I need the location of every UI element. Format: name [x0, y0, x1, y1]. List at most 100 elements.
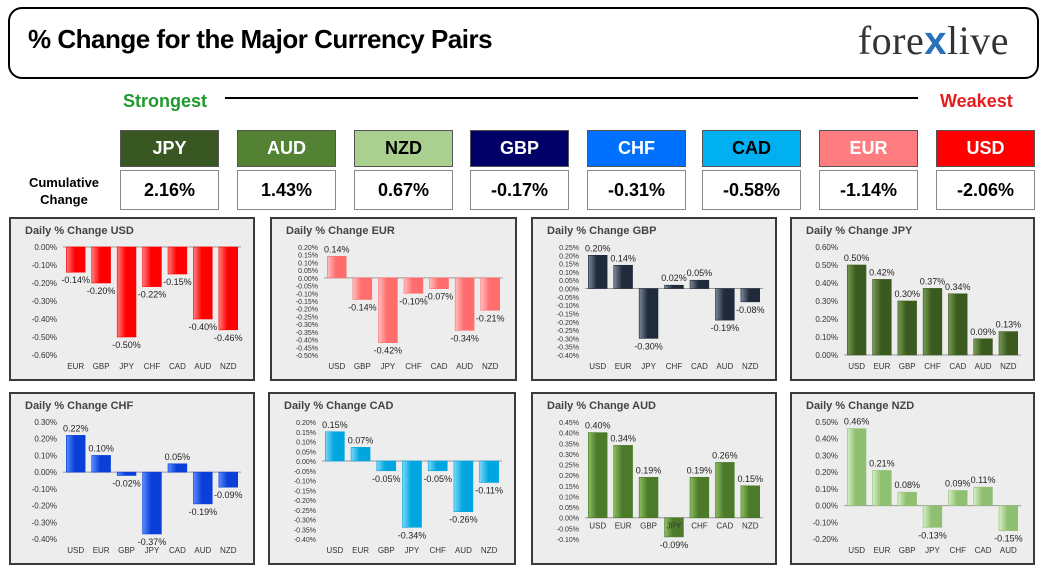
- y-tick-label: 0.30%: [559, 452, 579, 459]
- y-tick-label: -0.30%: [32, 518, 57, 527]
- x-tick-label: NZD: [482, 362, 499, 371]
- currency-cumulative-value: 0.67%: [354, 170, 453, 210]
- y-tick-label: -0.25%: [294, 508, 316, 515]
- y-tick-label: -0.30%: [32, 297, 57, 306]
- bar-chf: [948, 490, 968, 506]
- bar-chart: 0.25%0.20%0.15%0.10%0.05%0.00%-0.05%-0.1…: [557, 243, 765, 371]
- bar-chart: 0.20%0.15%0.10%0.05%0.00%-0.05%-0.10%-0.…: [296, 244, 505, 371]
- y-tick-label: -0.10%: [813, 518, 838, 527]
- y-tick-label: 0.10%: [298, 260, 318, 267]
- y-tick-label: 0.15%: [298, 253, 318, 260]
- data-label: 0.02%: [661, 273, 687, 283]
- bar-eur: [91, 455, 111, 473]
- data-label: -0.09%: [214, 490, 243, 500]
- currency-cumulative-value: -0.58%: [702, 170, 801, 210]
- data-label: -0.26%: [449, 515, 478, 525]
- y-tick-label: -0.20%: [32, 502, 57, 511]
- data-label: -0.37%: [138, 537, 167, 547]
- bar-eur: [66, 246, 86, 273]
- y-tick-label: -0.35%: [557, 345, 579, 352]
- y-tick-label: -0.05%: [557, 526, 579, 533]
- x-tick-label: CHF: [691, 522, 708, 531]
- data-label: -0.19%: [189, 507, 218, 517]
- bar-usd: [66, 435, 86, 473]
- y-tick-label: -0.30%: [296, 322, 318, 329]
- data-label: 0.30%: [894, 289, 920, 299]
- panel-title: Daily % Change GBP: [547, 225, 657, 237]
- panel-title: Daily % Change EUR: [286, 225, 395, 237]
- data-label: -0.09%: [660, 540, 689, 550]
- data-label: 0.19%: [687, 465, 713, 475]
- bar-cad: [715, 462, 735, 519]
- x-tick-label: CAD: [169, 546, 186, 555]
- bar-eur: [613, 445, 633, 519]
- bar-jpy: [638, 288, 659, 339]
- y-tick-label: -0.20%: [557, 320, 579, 327]
- currency-box-aud: AUD 1.43%: [237, 130, 336, 210]
- x-tick-label: GBP: [118, 546, 135, 555]
- x-tick-label: GBP: [899, 546, 916, 555]
- y-tick-label: 0.20%: [559, 253, 579, 260]
- x-tick-label: NZD: [1000, 362, 1017, 371]
- currency-box-eur: EUR -1.14%: [819, 130, 918, 210]
- bar-chf: [689, 477, 710, 519]
- x-tick-label: EUR: [615, 362, 632, 371]
- bar-gbp: [352, 277, 373, 300]
- bar-usd: [588, 255, 608, 289]
- bar-usd: [325, 431, 345, 462]
- y-tick-label: 0.05%: [559, 505, 579, 512]
- data-label: 0.15%: [322, 420, 348, 430]
- bar-gbp: [638, 477, 659, 519]
- x-tick-label: AUD: [456, 362, 473, 371]
- data-label: 0.34%: [610, 433, 636, 443]
- y-tick-label: 0.00%: [815, 351, 838, 360]
- x-tick-label: USD: [589, 522, 606, 531]
- y-tick-label: 0.15%: [559, 484, 579, 491]
- data-label: -0.22%: [138, 290, 167, 300]
- panel-daily-change-usd: Daily % Change USD 0.00% -0.10% -0.20% -0.30…: [9, 217, 255, 381]
- x-tick-label: AUD: [194, 546, 211, 555]
- data-label: 0.10%: [88, 443, 114, 453]
- bar-chart: 0.50% 0.40% 0.30% 0.20% 0.10% 0.00% -0.10% -0.2…: [813, 417, 1023, 555]
- data-label: -0.15%: [994, 534, 1023, 544]
- x-tick-label: USD: [848, 546, 865, 555]
- x-tick-label: EUR: [352, 546, 369, 555]
- x-tick-label: USD: [326, 546, 343, 555]
- x-tick-label: GBP: [93, 362, 110, 371]
- currency-code: CAD: [702, 130, 801, 167]
- y-tick-label: 0.10%: [559, 494, 579, 501]
- y-tick-label: 0.00%: [559, 516, 579, 523]
- x-tick-label: CAD: [169, 362, 186, 371]
- y-tick-label: 0.10%: [34, 451, 57, 460]
- y-tick-label: 0.05%: [298, 268, 318, 275]
- data-label: 0.11%: [971, 475, 996, 485]
- x-tick-label: JPY: [925, 546, 940, 555]
- y-tick-label: 0.05%: [296, 449, 316, 456]
- y-tick-label: 0.20%: [298, 245, 318, 252]
- panel-title: Daily % Change NZD: [806, 400, 915, 412]
- data-label: 0.22%: [63, 423, 89, 433]
- x-tick-label: USD: [589, 362, 606, 371]
- y-tick-label: 0.20%: [559, 473, 579, 480]
- bar-eur: [613, 264, 633, 289]
- bar-aud: [454, 277, 475, 331]
- panel-daily-change-eur: Daily % Change EUR 0.20% 0.15% 0.10% 0.05% 0.…: [270, 217, 517, 381]
- y-tick-label: 0.15%: [296, 430, 316, 437]
- x-tick-label: AUD: [455, 546, 472, 555]
- x-tick-label: NZD: [742, 362, 759, 371]
- currency-box-usd: USD -2.06%: [936, 130, 1035, 210]
- y-tick-label: 0.40%: [815, 279, 838, 288]
- panel-daily-change-chf: Daily % Change CHF 0.30% 0.20% 0.10% 0.00% -0…: [9, 392, 255, 565]
- data-label: -0.34%: [398, 530, 427, 540]
- currency-cumulative-value: 1.43%: [237, 170, 336, 210]
- y-tick-label: 0.00%: [296, 459, 316, 466]
- y-tick-label: -0.50%: [32, 333, 57, 342]
- y-tick-label: 0.15%: [559, 262, 579, 269]
- y-tick-label: 0.00%: [298, 276, 318, 283]
- bar-chf: [922, 288, 943, 356]
- x-tick-label: EUR: [615, 522, 632, 531]
- bar-cad: [689, 279, 710, 289]
- data-label: 0.09%: [970, 327, 996, 337]
- data-label: 0.26%: [712, 450, 738, 460]
- panel-daily-change-jpy: Daily % Change JPY 0.60% 0.50% 0.40% 0.30% 0.…: [790, 217, 1035, 381]
